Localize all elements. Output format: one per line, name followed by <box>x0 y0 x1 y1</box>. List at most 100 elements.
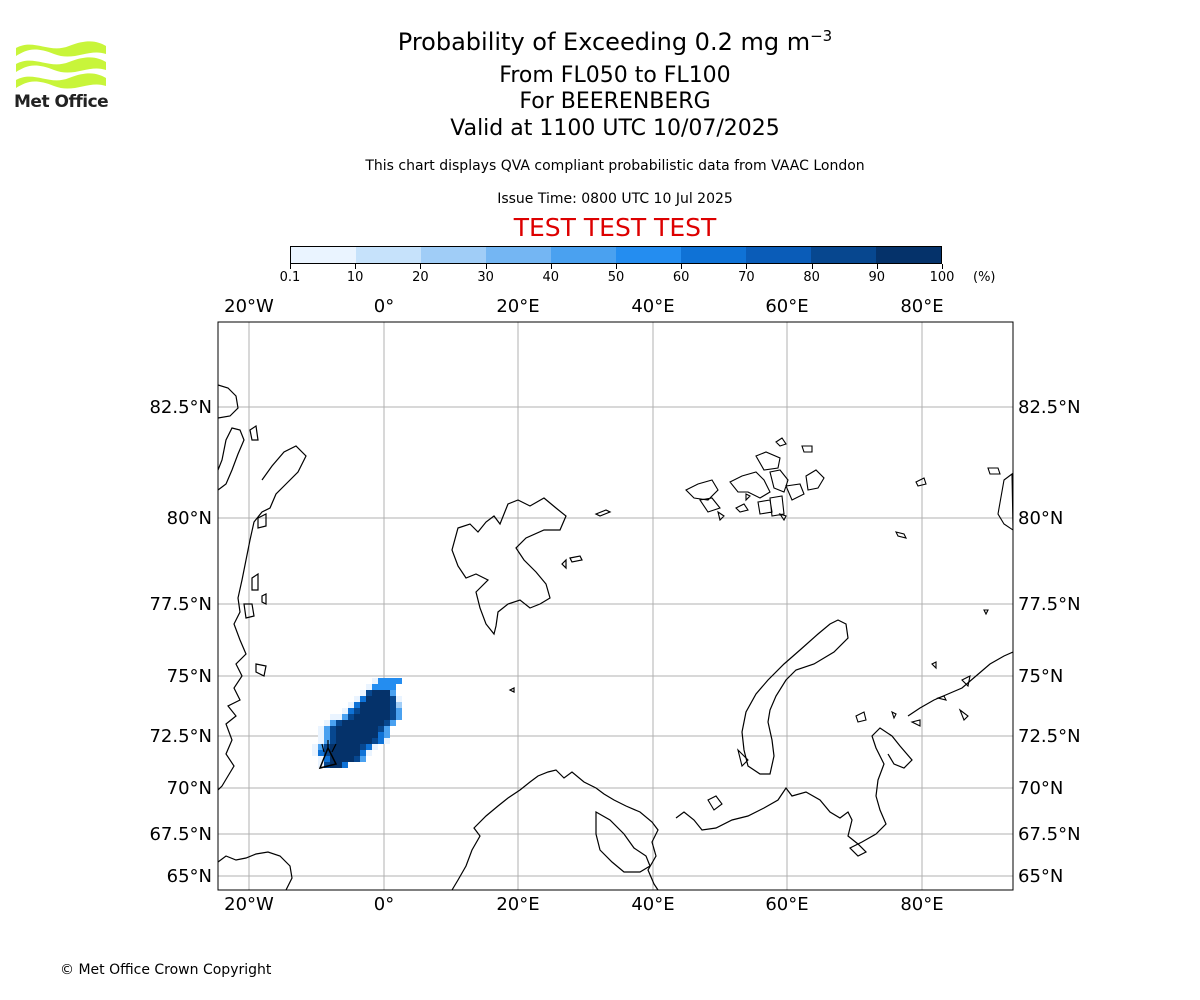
colorbar-tick-mark <box>811 264 813 269</box>
latitude-label-left: 65°N <box>167 866 212 887</box>
plume-cell <box>354 720 360 726</box>
issue-time: Issue Time: 0800 UTC 10 Jul 2025 <box>497 191 733 207</box>
met-office-logo <box>16 41 106 89</box>
plume-cell <box>372 732 378 738</box>
plume-cell <box>360 738 366 744</box>
plume-cell <box>378 714 384 720</box>
plume-cell <box>396 678 402 684</box>
colorbar-tick-label: 20 <box>412 270 429 285</box>
chart-title-exponent: −3 <box>810 27 833 45</box>
plume-cell <box>360 708 366 714</box>
plume-cell <box>360 720 366 726</box>
colorbar-tick-mark <box>942 264 943 269</box>
plume-cell <box>378 732 384 738</box>
plume-cell <box>366 714 372 720</box>
plume-cell <box>348 714 354 720</box>
plume-cell <box>390 708 396 714</box>
plume-cell <box>330 750 336 756</box>
plume-cell <box>390 720 396 726</box>
plume-cell <box>372 702 378 708</box>
plume-cell <box>366 696 372 702</box>
plume-cell <box>366 744 372 750</box>
plume-cell <box>348 738 354 744</box>
plume-cell <box>330 738 336 744</box>
latitude-label-right: 70°N <box>1018 778 1063 799</box>
plume-cell <box>366 690 372 696</box>
plume-cell <box>348 750 354 756</box>
map-axis-labels: 20°W 20°W 0° 0° 20°E 20°E 40°E 40°E 60°E 60°E 80°E… <box>149 296 1080 915</box>
plume-cell <box>330 714 336 720</box>
plume-cell <box>360 726 366 732</box>
colorbar-tick-label: 30 <box>477 270 494 285</box>
colorbar-segment <box>486 247 551 263</box>
plume-cell <box>390 702 396 708</box>
russian-coast-islands <box>707 661 971 811</box>
plume-cell <box>348 744 354 750</box>
plume-cell <box>366 732 372 738</box>
latitude-label-right: 82.5°N <box>1018 397 1081 418</box>
latitude-label-right: 72.5°N <box>1018 726 1081 747</box>
latitude-label-left: 77.5°N <box>149 594 212 615</box>
ash-probability-plume <box>312 678 402 768</box>
plume-cell <box>342 756 348 762</box>
longitude-label-bottom: 20°W <box>224 894 274 915</box>
latitude-label-left: 75°N <box>167 666 212 687</box>
colorbar-tick-mark <box>616 264 617 269</box>
plume-cell <box>336 720 342 726</box>
plume-cell <box>330 744 336 750</box>
plume-cell <box>318 726 324 732</box>
plume-cell <box>342 750 348 756</box>
plume-cell <box>324 744 330 750</box>
plume-cell <box>366 738 372 744</box>
plume-cell <box>354 726 360 732</box>
plume-cell <box>342 714 348 720</box>
plume-cell <box>354 696 360 702</box>
plume-cell <box>378 702 384 708</box>
test-banner: TEST TEST TEST <box>513 213 717 242</box>
valid-time: Valid at 1100 UTC 10/07/2025 <box>450 116 780 141</box>
copyright-notice: © Met Office Crown Copyright <box>60 962 272 978</box>
plume-cell <box>384 726 390 732</box>
scandinavia-russia-coast <box>451 651 1013 890</box>
volcano-name: For BEERENBERG <box>519 89 711 114</box>
plume-cell <box>354 708 360 714</box>
plume-cell <box>384 720 390 726</box>
plume-cell <box>354 744 360 750</box>
probability-colorbar <box>290 246 942 264</box>
colorbar-tick-label: 60 <box>672 270 690 285</box>
longitude-label-bottom: 60°E <box>765 894 808 915</box>
plume-cell <box>336 714 342 720</box>
latitude-label-left: 72.5°N <box>149 726 212 747</box>
plume-cell <box>372 696 378 702</box>
longitude-label-top: 40°E <box>631 296 674 317</box>
colorbar-segment <box>291 247 356 263</box>
plume-cell <box>324 756 330 762</box>
colorbar-tick-label: 40 <box>542 270 560 285</box>
plume-cell <box>318 732 324 738</box>
colorbar-segment <box>421 247 486 263</box>
flight-level-range: From FL050 to FL100 <box>499 63 731 88</box>
colorbar-tick-mark <box>290 264 291 269</box>
longitude-label-top: 20°E <box>496 296 539 317</box>
colorbar-tick-mark <box>355 264 357 269</box>
colorbar-tick-label: 80 <box>803 270 820 285</box>
plume-cell <box>372 678 378 684</box>
longitude-label-top: 0° <box>374 296 394 317</box>
plume-cell <box>354 738 360 744</box>
plume-cell <box>318 744 324 750</box>
plume-cell <box>384 684 390 690</box>
met-office-logo-text: Met Office <box>14 92 109 112</box>
plume-cell <box>360 744 366 750</box>
plume-cell <box>348 732 354 738</box>
plume-cell <box>342 720 348 726</box>
plume-cell <box>366 720 372 726</box>
plume-cell <box>360 702 366 708</box>
plume-cell <box>372 738 378 744</box>
latitude-label-left: 67.5°N <box>149 824 212 845</box>
latitude-label-left: 80°N <box>167 508 212 529</box>
colorbar-tick-label: 70 <box>738 270 755 285</box>
plume-cell <box>372 726 378 732</box>
plume-cell <box>354 756 360 762</box>
plume-cell <box>336 756 342 762</box>
plume-cell <box>384 708 390 714</box>
